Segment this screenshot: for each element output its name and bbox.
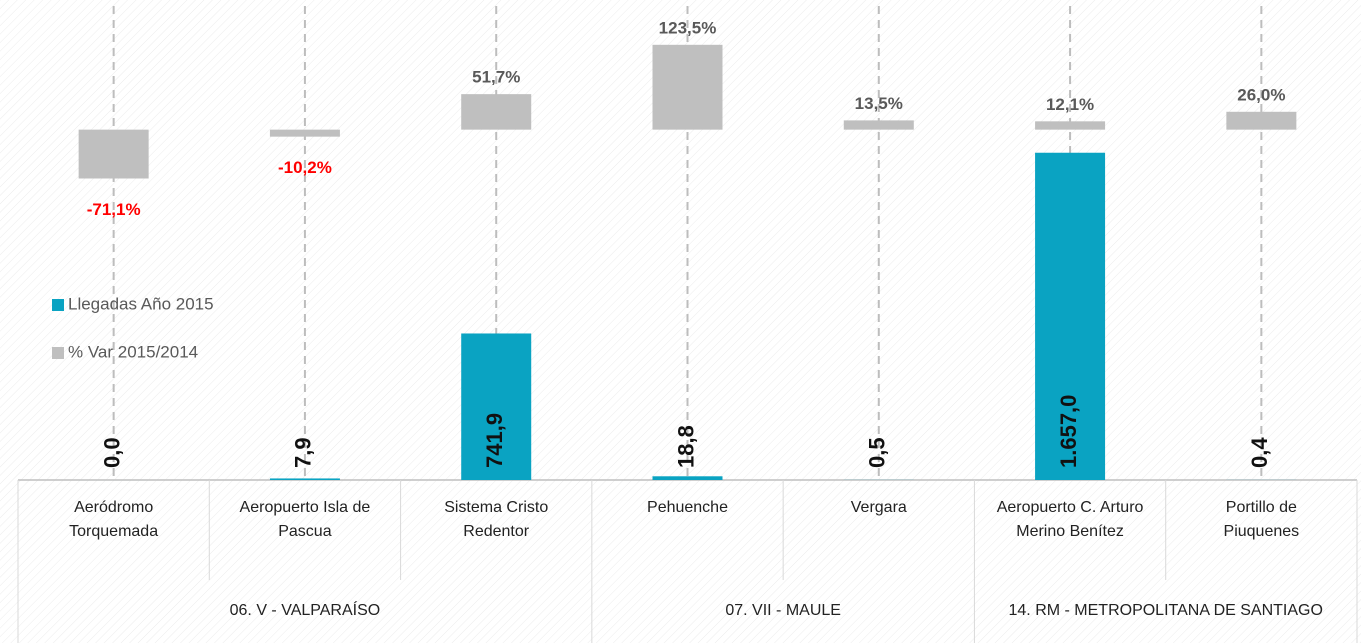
group-label: 07. VII - MAULE xyxy=(725,602,841,619)
legend-swatch xyxy=(52,347,64,359)
value-label: 0,5 xyxy=(865,437,890,468)
group-label: 14. RM - METROPOLITANA DE SANTIAGO xyxy=(1009,602,1323,619)
x-tick-label: Portillo de Piuquenes xyxy=(1223,499,1300,540)
legend-swatch xyxy=(52,299,64,311)
value-label: 123,5% xyxy=(659,18,717,37)
bar xyxy=(78,129,149,179)
value-label: 741,9 xyxy=(482,413,507,468)
x-tick-label: Aeropuerto C. Arturo Merino Benítez xyxy=(996,499,1144,540)
x-tick-label: Aeródromo Torquemada xyxy=(69,499,159,540)
legend-label: Llegadas Año 2015 xyxy=(68,294,214,313)
bar xyxy=(1035,121,1106,130)
bar xyxy=(461,333,532,480)
bar xyxy=(652,476,723,480)
bar xyxy=(1035,152,1106,480)
value-label: -71,1% xyxy=(87,200,141,219)
value-label: 7,9 xyxy=(291,437,316,468)
value-label: 13,5% xyxy=(855,94,903,113)
bar xyxy=(1226,111,1297,130)
value-label: 12,1% xyxy=(1046,95,1094,114)
bar xyxy=(461,94,532,130)
value-label: 26,0% xyxy=(1237,85,1285,104)
bar xyxy=(652,44,723,130)
bar xyxy=(269,129,340,137)
value-label: -10,2% xyxy=(278,158,332,177)
bar xyxy=(269,478,340,480)
x-tick-label: Pehuenche xyxy=(647,499,728,516)
value-label: 0,4 xyxy=(1247,437,1272,468)
value-label: 1.657,0 xyxy=(1056,395,1081,468)
value-label: 18,8 xyxy=(673,425,698,468)
group-label: 06. V - VALPARAÍSO xyxy=(230,600,381,619)
x-tick-label: Aeropuerto Isla de Pascua xyxy=(239,499,371,540)
value-label: 51,7% xyxy=(472,68,520,87)
x-tick-label: Sistema Cristo Redentor xyxy=(444,499,549,540)
legend-label: % Var 2015/2014 xyxy=(68,342,198,361)
x-tick-label: Vergara xyxy=(850,499,907,516)
value-label: 0,0 xyxy=(99,437,124,468)
bar xyxy=(843,120,914,130)
